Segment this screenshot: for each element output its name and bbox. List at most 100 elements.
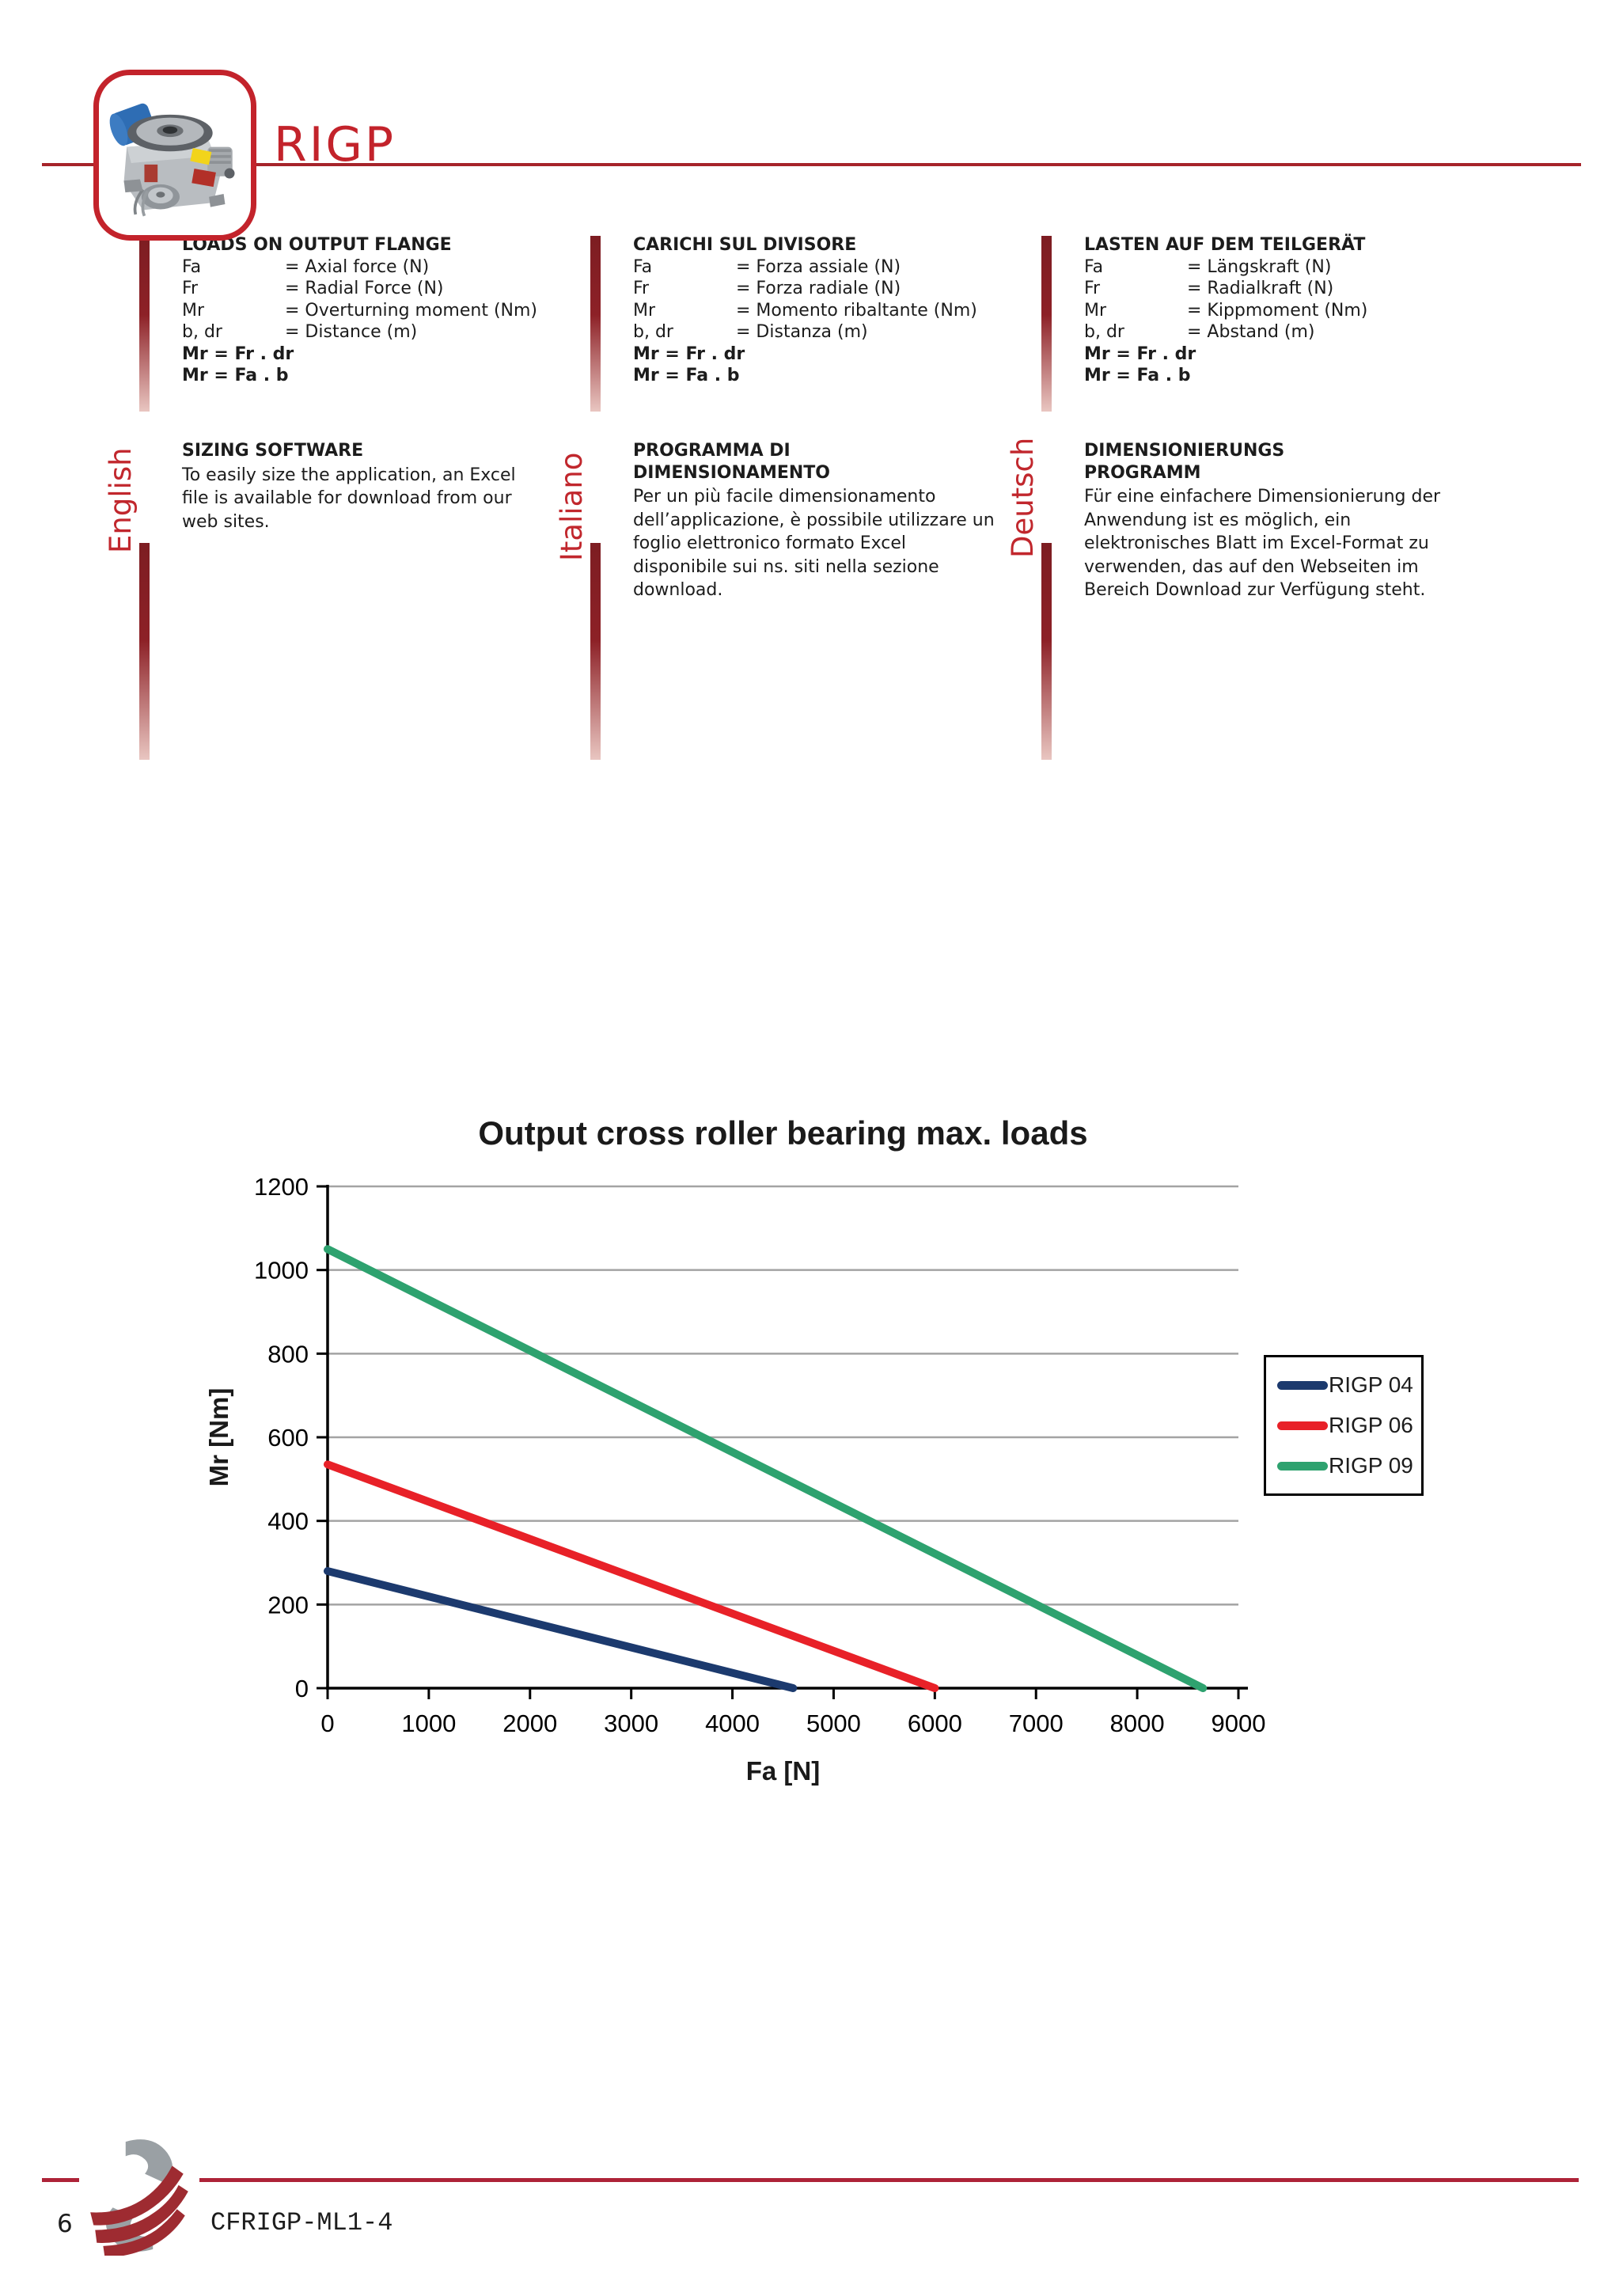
legend-label: RIGP 04: [1329, 1372, 1413, 1397]
col-de-bar-bottom: [1041, 543, 1052, 760]
page-number: 6: [57, 2210, 73, 2238]
formula: Mr = Fr . dr: [1084, 343, 1196, 364]
col-en-software-text: To easily size the application, an Excel…: [182, 465, 516, 532]
svg-text:3000: 3000: [604, 1710, 658, 1737]
svg-text:2000: 2000: [502, 1710, 557, 1737]
definition-row: b, dr = Distance (m): [182, 321, 544, 343]
product-photo: [109, 103, 235, 217]
col-it-software-text: Per un più facile dimensionamento dell’a…: [633, 487, 995, 600]
legend-swatch-rigp04: [1277, 1380, 1328, 1390]
formula: Mr = Fa . b: [182, 366, 289, 385]
def-term: Mr: [182, 300, 205, 321]
svg-text:8000: 8000: [1110, 1710, 1165, 1737]
def-term: b, dr: [182, 322, 222, 342]
col-de-loads-block: LASTEN AUF DEM TEILGERÄT Fa = Längskraft …: [1084, 234, 1447, 387]
def-value: = Abstand (m): [1187, 322, 1315, 342]
svg-text:200: 200: [267, 1591, 309, 1619]
def-value: = Forza assiale (N): [736, 256, 901, 277]
col-it-bar-top: [590, 236, 601, 412]
svg-text:4000: 4000: [705, 1710, 760, 1737]
col-de-software-text: Für eine einfachere Dimensionierung der …: [1084, 487, 1441, 600]
formula: Mr = Fr . dr: [182, 343, 294, 364]
def-value: = Radialkraft (N): [1187, 279, 1334, 298]
def-term: Fa: [633, 256, 653, 277]
foot-right: [209, 193, 226, 207]
footer-rule: [42, 2178, 1579, 2182]
def-value: = Radial Force (N): [285, 279, 444, 298]
definition-row: Fr = Forza radiale (N): [633, 278, 995, 300]
definition-row: Fa = Forza assiale (N): [633, 256, 995, 279]
col-en-bar-bottom: [139, 543, 150, 760]
svg-text:Mr [Nm]: Mr [Nm]: [204, 1388, 233, 1487]
svg-text:400: 400: [267, 1508, 309, 1535]
col-it-language-label: Italiano: [555, 452, 589, 561]
definition-row: Mr = Overturning moment (Nm): [182, 300, 544, 322]
cable: [133, 188, 145, 215]
svg-text:800: 800: [267, 1340, 309, 1368]
def-value: = Kippmoment (Nm): [1187, 300, 1368, 321]
col-en-software-block: SIZING SOFTWARE To easily size the appli…: [182, 440, 544, 533]
col-en-loads-heading: LOADS ON OUTPUT FLANGE: [182, 235, 452, 255]
col-de-loads-heading: LASTEN AUF DEM TEILGERÄT: [1084, 235, 1366, 255]
svg-text:Fa [N]: Fa [N]: [746, 1756, 821, 1786]
svg-text:0: 0: [320, 1710, 334, 1737]
header-rule: [42, 163, 1581, 166]
svg-text:0: 0: [295, 1675, 309, 1702]
logo-gray-top: [125, 2139, 173, 2184]
svg-text:7000: 7000: [1009, 1710, 1064, 1737]
formula: Mr = Fa . b: [1084, 366, 1191, 385]
svg-text:9000: 9000: [1212, 1710, 1266, 1737]
col-de-language-label: Deutsch: [1006, 437, 1040, 558]
col-de-bar-top: [1041, 236, 1052, 412]
company-logo: [79, 2135, 199, 2258]
svg-text:1000: 1000: [401, 1710, 456, 1737]
definition-row: Fr = Radialkraft (N): [1084, 278, 1447, 300]
definition-row: Mr = Momento ribaltante (Nm): [633, 300, 995, 322]
def-value: = Längskraft (N): [1187, 256, 1332, 277]
col-it-loads-block: CARICHI SUL DIVISORE Fa = Forza assiale (…: [633, 234, 995, 387]
side-motor: [207, 146, 235, 179]
legend-entry: RIGP 09: [1277, 1453, 1421, 1478]
legend-label: RIGP 09: [1329, 1453, 1413, 1478]
def-value: = Forza radiale (N): [736, 279, 901, 298]
legend-entry: RIGP 06: [1277, 1413, 1421, 1438]
formula: Mr = Fa . b: [633, 366, 740, 385]
foot-left: [123, 179, 143, 193]
col-en-bar-top: [139, 236, 150, 412]
output-disc-hub: [156, 192, 165, 198]
def-term: Fr: [1084, 279, 1101, 298]
def-term: Fr: [633, 279, 650, 298]
legend-label: RIGP 06: [1329, 1413, 1413, 1437]
legend-entry: RIGP 04: [1277, 1372, 1421, 1398]
svg-text:600: 600: [267, 1424, 309, 1452]
cable2: [141, 190, 149, 217]
definition-row: b, dr = Abstand (m): [1084, 321, 1447, 343]
col-en-loads-block: LOADS ON OUTPUT FLANGE Fa = Axial force (…: [182, 234, 544, 387]
def-value: = Overturning moment (Nm): [285, 300, 537, 321]
load-chart-plot: 0 200 400 600 800 1000 1200 0 1000 2000 3000 4000 50…: [204, 1114, 1266, 1786]
def-value: = Axial force (N): [285, 256, 430, 277]
definition-row: Fa = Axial force (N): [182, 256, 544, 279]
definition-row: b, dr = Distanza (m): [633, 321, 995, 343]
def-term: Mr: [633, 300, 656, 321]
col-de-software-block: DIMENSIONIERUNGS PROGRAMM Für eine einfa…: [1084, 440, 1447, 602]
definition-row: Fa = Längskraft (N): [1084, 256, 1447, 279]
load-chart: 0 200 400 600 800 1000 1200 0 1000 2000 3000 4000 50…: [182, 1108, 1448, 1820]
yellow-warning-label: [190, 148, 212, 165]
definition-row: Fr = Radial Force (N): [182, 278, 544, 300]
svg-text:6000: 6000: [908, 1710, 962, 1737]
def-value: = Distance (m): [285, 322, 418, 342]
logo-red-ribbon-3: [103, 2209, 185, 2258]
small-red-label: [144, 164, 158, 183]
def-term: Fa: [1084, 256, 1104, 277]
col-en-language-label: English: [104, 447, 138, 553]
svg-text:Output cross roller bearing ma: Output cross roller bearing max. loads: [478, 1114, 1087, 1152]
svg-text:1000: 1000: [254, 1257, 309, 1285]
product-photo-box: [93, 70, 256, 241]
def-term: b, dr: [633, 322, 673, 342]
legend-swatch-rigp09: [1277, 1461, 1328, 1471]
flange-bore: [162, 126, 178, 134]
col-it-bar-bottom: [590, 543, 601, 760]
def-term: Fr: [182, 279, 199, 298]
page-title: RIGP: [274, 117, 396, 173]
